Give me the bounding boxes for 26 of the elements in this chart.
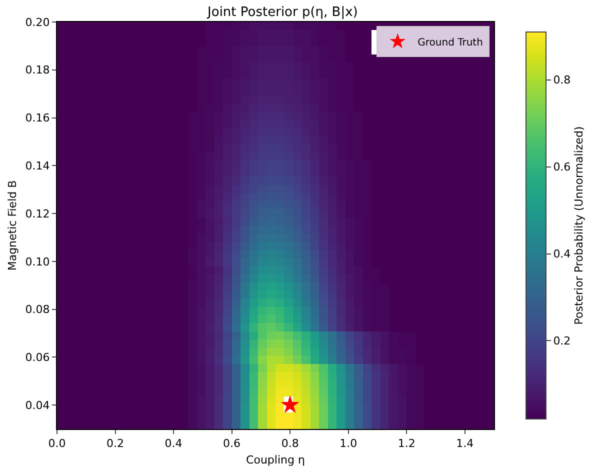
y-tick-label: 0.06 bbox=[25, 351, 50, 364]
y-tick-label: 0.18 bbox=[25, 64, 50, 77]
x-tick-label: 0.2 bbox=[106, 437, 124, 450]
x-tick-label: 1.4 bbox=[456, 437, 474, 450]
x-axis-title: Coupling η bbox=[246, 453, 305, 466]
y-tick-label: 0.20 bbox=[25, 16, 50, 29]
x-tick-label: 0.8 bbox=[281, 437, 299, 450]
y-tick-label: 0.14 bbox=[25, 160, 50, 172]
y-axis-title: Magnetic Field B bbox=[6, 180, 19, 271]
color-bar-label: 0.2 bbox=[553, 334, 571, 348]
x-tick-label: 0.6 bbox=[223, 437, 241, 450]
x-tick-label: 0.0 bbox=[48, 437, 66, 450]
chart-title: Joint Posterior p(η, B|x) bbox=[206, 5, 358, 20]
y-tick-label: 0.12 bbox=[25, 207, 50, 220]
y-tick-label: 0.10 bbox=[25, 255, 50, 268]
y-tick-label: 0.08 bbox=[25, 303, 50, 316]
y-tick-label: 0.16 bbox=[25, 112, 50, 125]
x-tick-label: 0.4 bbox=[164, 437, 182, 450]
color-bar-title: Posterior Probability (Unnormalized) bbox=[572, 126, 586, 325]
color-bar-label: 0.4 bbox=[553, 248, 571, 261]
legend-label: Ground Truth bbox=[418, 37, 483, 48]
color-bar-label: 0.8 bbox=[553, 74, 571, 87]
x-tick-label: 1.2 bbox=[398, 437, 416, 450]
x-tick-label: 1.0 bbox=[340, 437, 358, 450]
y-tick-label: 0.04 bbox=[25, 398, 50, 412]
color-bar-label: 0.6 bbox=[553, 160, 571, 174]
